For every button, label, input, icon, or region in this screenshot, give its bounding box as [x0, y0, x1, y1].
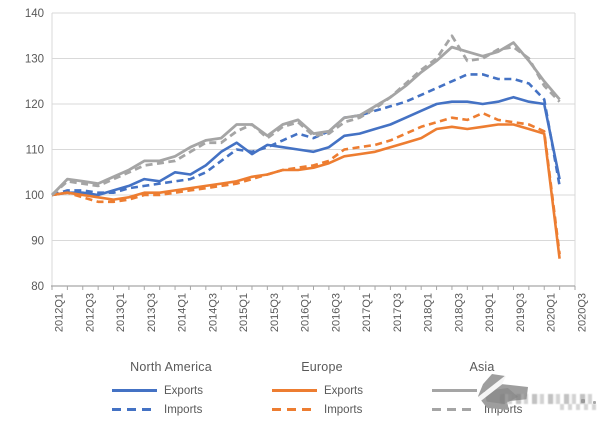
legend-item-na-exports: Exports — [112, 381, 230, 400]
y-axis-label: 110 — [26, 145, 44, 157]
y-axis-label: 100 — [25, 190, 44, 202]
chart-legend: North America Exports Imports Europe Exp… — [0, 358, 600, 425]
x-axis-label: 2020Q1 — [546, 293, 558, 332]
dashed-line-swatch — [272, 408, 317, 411]
line-chart-canvas: 140 130 120 110 100 90 80 2012Q1 2012Q3 2013Q1 201… — [25, 8, 589, 332]
dashed-line-swatch — [112, 408, 157, 411]
legend-item-asia-imports: Imports — [432, 400, 532, 419]
solid-line-swatch — [432, 389, 477, 392]
y-axis-label: 140 — [25, 8, 44, 20]
legend-group-title: Europe — [301, 360, 343, 374]
y-axis-label: 130 — [25, 54, 44, 66]
legend-group-title: Asia — [469, 360, 495, 374]
legend-group-asia: Asia Exports Imports — [432, 360, 532, 419]
legend-item-eu-exports: Exports — [272, 381, 372, 400]
legend-item-na-imports: Imports — [112, 400, 230, 419]
x-axis-label: 2018Q1 — [423, 293, 435, 332]
legend-item-label: Exports — [324, 384, 363, 397]
x-axis-label: 2014Q3 — [207, 293, 219, 332]
series-line-europe-imports — [51, 111, 561, 255]
x-axis-label: 2017Q3 — [392, 293, 404, 332]
x-axis-label: 2013Q1 — [115, 293, 127, 332]
y-axis-label: 80 — [31, 281, 44, 293]
x-axis-label: 2012Q3 — [84, 293, 96, 332]
legend-item-eu-imports: Imports — [272, 400, 372, 419]
x-axis-label: 2012Q1 — [54, 293, 66, 332]
series-line-north-america-imports — [51, 73, 561, 197]
x-axis-label: 2015Q1 — [238, 293, 250, 332]
legend-item-label: Exports — [484, 384, 523, 397]
x-axis-label: 2019Q1 — [484, 293, 496, 332]
legend-item-label: Imports — [324, 403, 363, 416]
legend-item-label: Exports — [164, 384, 203, 397]
x-axis-label: 2015Q3 — [269, 293, 281, 332]
legend-item-label: Imports — [484, 403, 523, 416]
legend-item-label: Imports — [164, 403, 203, 416]
y-axis-label: 90 — [31, 236, 44, 248]
x-axis-label: 2020Q3 — [577, 293, 589, 332]
x-axis-label: 2016Q1 — [300, 293, 312, 332]
x-axis-label: 2013Q3 — [146, 293, 158, 332]
legend-group-title: North America — [130, 360, 212, 374]
x-axis-label: 2016Q3 — [330, 293, 342, 332]
legend-item-asia-exports: Exports — [432, 381, 532, 400]
x-axis-label: 2018Q3 — [453, 293, 465, 332]
series-line-asia-imports — [51, 34, 561, 197]
legend-group-north-america: North America Exports Imports — [112, 360, 230, 419]
series-line-asia-exports — [50, 41, 561, 196]
legend-group-europe: Europe Exports Imports — [272, 360, 372, 419]
x-axis-label: 2014Q1 — [177, 293, 189, 332]
series-line-europe-exports — [51, 123, 561, 259]
x-axis-label: 2017Q1 — [361, 293, 373, 332]
solid-line-swatch — [272, 389, 317, 392]
y-axis-label: 120 — [25, 99, 44, 111]
solid-line-swatch — [112, 389, 157, 392]
x-axis-label: 2019Q3 — [515, 293, 527, 332]
series-line-north-america-exports — [51, 95, 561, 197]
dashed-line-swatch — [432, 408, 477, 411]
